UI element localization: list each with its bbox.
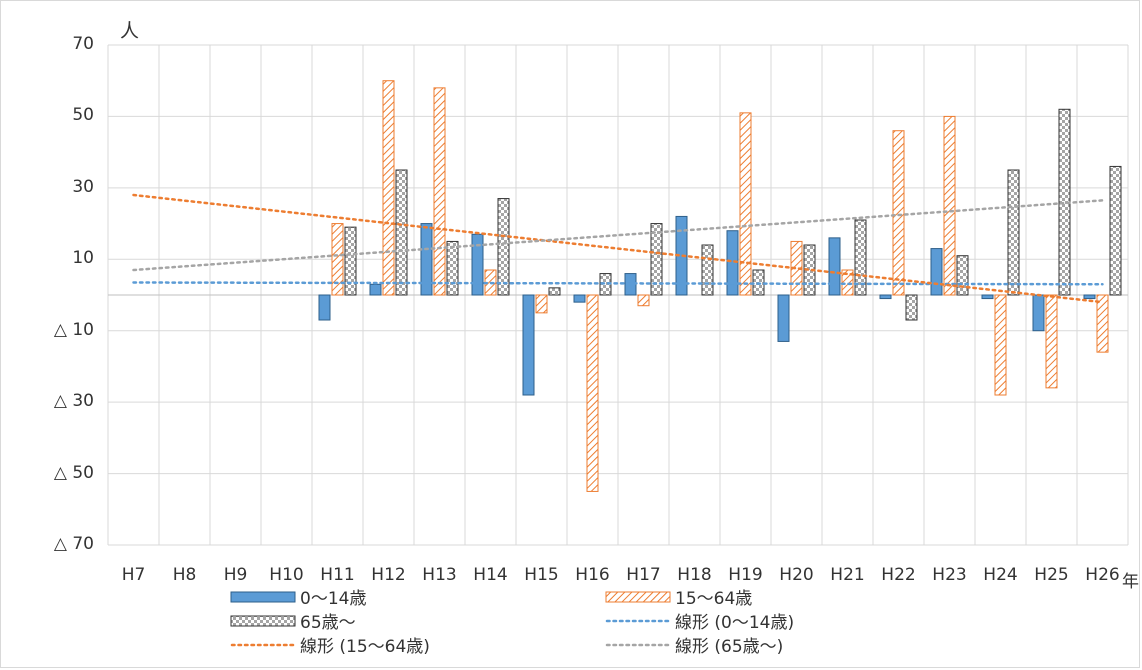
x-tick-label: H19 — [728, 565, 763, 585]
x-tick-label: H7 — [121, 565, 146, 585]
legend-label: 線形 (65歳～) — [675, 637, 784, 657]
y-tick-label: 30 — [72, 176, 94, 197]
legend-item: 線形 (0～14歳) — [605, 608, 794, 633]
x-tick-label: H25 — [1034, 565, 1069, 585]
legend-label: 0～14歳 — [300, 589, 367, 609]
x-tick-label: H9 — [223, 565, 248, 585]
bar-0～14歳-H24 — [981, 294, 994, 300]
x-tick-label: H20 — [779, 565, 814, 585]
x-tick-label: H18 — [677, 565, 712, 585]
x-tick-label: H14 — [473, 565, 508, 585]
trendline-線形 (15～64歳) — [132, 193, 1104, 304]
bars — [318, 80, 1122, 492]
legend-item: 0～14歳 — [230, 584, 366, 609]
bar-65歳～-H15 — [548, 287, 561, 296]
bar-65歳～-H13 — [446, 240, 459, 296]
x-tick-label: H8 — [172, 565, 197, 585]
y-tick-label: △ 50 — [53, 462, 94, 483]
bar-65歳～-H17 — [650, 223, 663, 296]
legend-swatch — [605, 619, 671, 622]
legend-swatch — [230, 643, 296, 646]
bar-15～64歳-H25 — [1045, 294, 1058, 389]
bar-65歳～-H18 — [701, 244, 714, 296]
x-tick-label: H21 — [830, 565, 865, 585]
x-tick-label: H22 — [881, 565, 916, 585]
legend-label: 65歳～ — [300, 613, 356, 633]
y-tick-label: △ 70 — [53, 534, 94, 554]
x-tick-label: H11 — [320, 565, 355, 585]
bar-65歳～-H21 — [854, 219, 867, 296]
x-tick-label: H12 — [371, 565, 406, 585]
legend-label: 15～64歳 — [675, 589, 753, 609]
y-tick-label: 70 — [72, 34, 94, 54]
legend-swatch — [605, 591, 671, 602]
bar-15～64歳-H19 — [739, 112, 752, 296]
legend-item: 15～64歳 — [605, 584, 752, 609]
y-tick-label: △ 30 — [53, 391, 94, 412]
legend-label: 線形 (0～14歳) — [675, 613, 795, 633]
bar-65歳～-H12 — [395, 169, 408, 296]
bar-15～64歳-H21 — [841, 269, 854, 296]
bar-0～14歳-H22 — [879, 294, 892, 300]
x-tick-label: H10 — [269, 565, 304, 585]
bar-15～64歳-H13 — [433, 87, 446, 296]
legend-item: 65歳～ — [230, 608, 356, 633]
x-tick-label: H17 — [626, 565, 661, 585]
trendline-線形 (65歳～) — [132, 199, 1104, 272]
bar-0～14歳-H20 — [777, 294, 790, 342]
bar-0～14歳-H11 — [318, 294, 331, 321]
bar-0～14歳-H25 — [1032, 294, 1045, 332]
y-axis-unit-label: 人 — [120, 20, 140, 42]
bar-0～14歳-H16 — [573, 294, 586, 303]
bar-65歳～-H22 — [905, 294, 918, 321]
bar-15～64歳-H24 — [994, 294, 1007, 396]
bar-15～64歳-H17 — [637, 294, 650, 307]
bar-15～64歳-H26 — [1096, 294, 1109, 353]
legend-swatch — [605, 643, 671, 646]
x-tick-label: H26 — [1085, 565, 1120, 585]
bar-0～14歳-H14 — [471, 233, 484, 296]
bar-15～64歳-H23 — [943, 115, 956, 296]
bar-0～14歳-H13 — [420, 223, 433, 296]
bar-0～14歳-H23 — [930, 248, 943, 296]
trendlines — [132, 193, 1104, 304]
bar-15～64歳-H22 — [892, 130, 905, 296]
bar-15～64歳-H16 — [586, 294, 599, 492]
x-tick-label: H16 — [575, 565, 610, 585]
x-tick-label: H23 — [932, 565, 967, 585]
bar-65歳～-H14 — [497, 198, 510, 296]
bar-0～14歳-H21 — [828, 237, 841, 296]
y-tick-label: 50 — [72, 105, 94, 126]
legend-label: 線形 (15～64歳) — [300, 637, 430, 657]
legend-item: 線形 (15～64歳) — [230, 632, 430, 657]
bar-65歳～-H11 — [344, 226, 357, 296]
bar-0～14歳-H19 — [726, 230, 739, 296]
bar-15～64歳-H11 — [331, 223, 344, 296]
x-tick-label: H24 — [983, 565, 1018, 585]
bar-0～14歳-H12 — [369, 283, 382, 296]
y-tick-label: △ 10 — [53, 319, 94, 340]
legend-swatch — [230, 591, 296, 602]
x-tick-label: H15 — [524, 565, 559, 585]
bar-65歳～-H23 — [956, 255, 969, 296]
bar-15～64歳-H15 — [535, 294, 548, 314]
bar-0～14歳-H15 — [522, 294, 535, 396]
x-axis-unit-label: 年 — [1122, 572, 1139, 592]
bar-0～14歳-H26 — [1083, 294, 1096, 300]
legend-swatch — [230, 615, 296, 626]
y-tick-label: 10 — [72, 248, 94, 269]
legend-item: 線形 (65歳～) — [605, 632, 783, 657]
bar-15～64歳-H12 — [382, 80, 395, 296]
bar-65歳～-H26 — [1109, 165, 1122, 296]
x-tick-label: H13 — [422, 565, 457, 585]
bar-65歳～-H24 — [1007, 169, 1020, 296]
